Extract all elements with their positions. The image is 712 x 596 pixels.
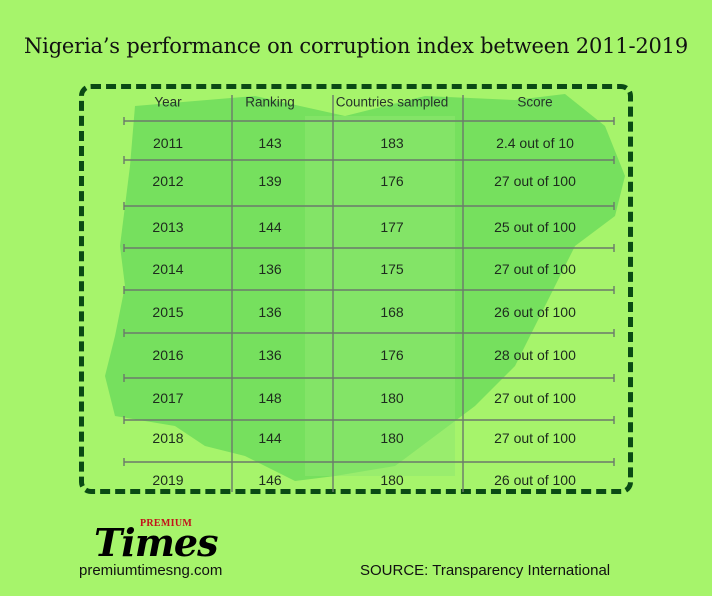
dashed-frame [79,84,633,494]
nigeria-map-shape [105,94,625,481]
table-cell: 177 [380,219,404,235]
table-cell: 136 [258,304,282,320]
table-cell: 180 [380,430,404,446]
table-cell: 144 [258,219,282,235]
table-cell: 28 out of 100 [494,347,576,363]
table-cell: 26 out of 100 [494,304,576,320]
table-cell: 2016 [152,347,184,363]
table-cell: 136 [258,347,282,363]
table-cell: 144 [258,430,282,446]
logo-premium-text: PREMIUM [140,518,193,529]
table-cell: 2015 [152,304,184,320]
table-cell: 2017 [152,390,184,406]
table-cell: 26 out of 100 [494,472,576,488]
table-cell: 2018 [152,430,184,446]
table-cell: 146 [258,472,282,488]
table-cell: 143 [258,135,282,151]
chart-title: Nigeria’s performance on corruption inde… [24,34,688,58]
premium-times-logo: Times PREMIUM [80,518,240,565]
table-cell: 176 [380,347,404,363]
source-credit: SOURCE: Transparency International [360,562,611,579]
table-cell: 148 [258,390,282,406]
table-cell: 168 [380,304,404,320]
table-cell: 2014 [152,261,184,277]
table-cell: 2013 [152,219,184,235]
logo-times-text: Times [94,520,218,565]
column-header: Year [154,94,182,110]
column-header: Countries sampled [335,94,449,110]
table-cell: 25 out of 100 [494,219,576,235]
table-cell: 2.4 out of 10 [496,135,574,151]
table-cell: 27 out of 100 [494,390,576,406]
table-cell: 2019 [152,472,184,488]
table-cell: 139 [258,173,282,189]
table-cell: 180 [380,472,404,488]
table-cell: 27 out of 100 [494,430,576,446]
website-url: premiumtimesng.com [79,562,223,579]
table-cell: 180 [380,390,404,406]
table-cell: 2011 [152,135,184,151]
column-header: Ranking [245,94,295,110]
column-header: Score [517,94,553,110]
table-cell: 2012 [152,173,184,189]
table-cell: 183 [380,135,404,151]
table-cell: 175 [380,261,404,277]
table-cell: 27 out of 100 [494,261,576,277]
table-cell: 136 [258,261,282,277]
table-cell: 176 [380,173,404,189]
table-cell: 27 out of 100 [494,173,576,189]
